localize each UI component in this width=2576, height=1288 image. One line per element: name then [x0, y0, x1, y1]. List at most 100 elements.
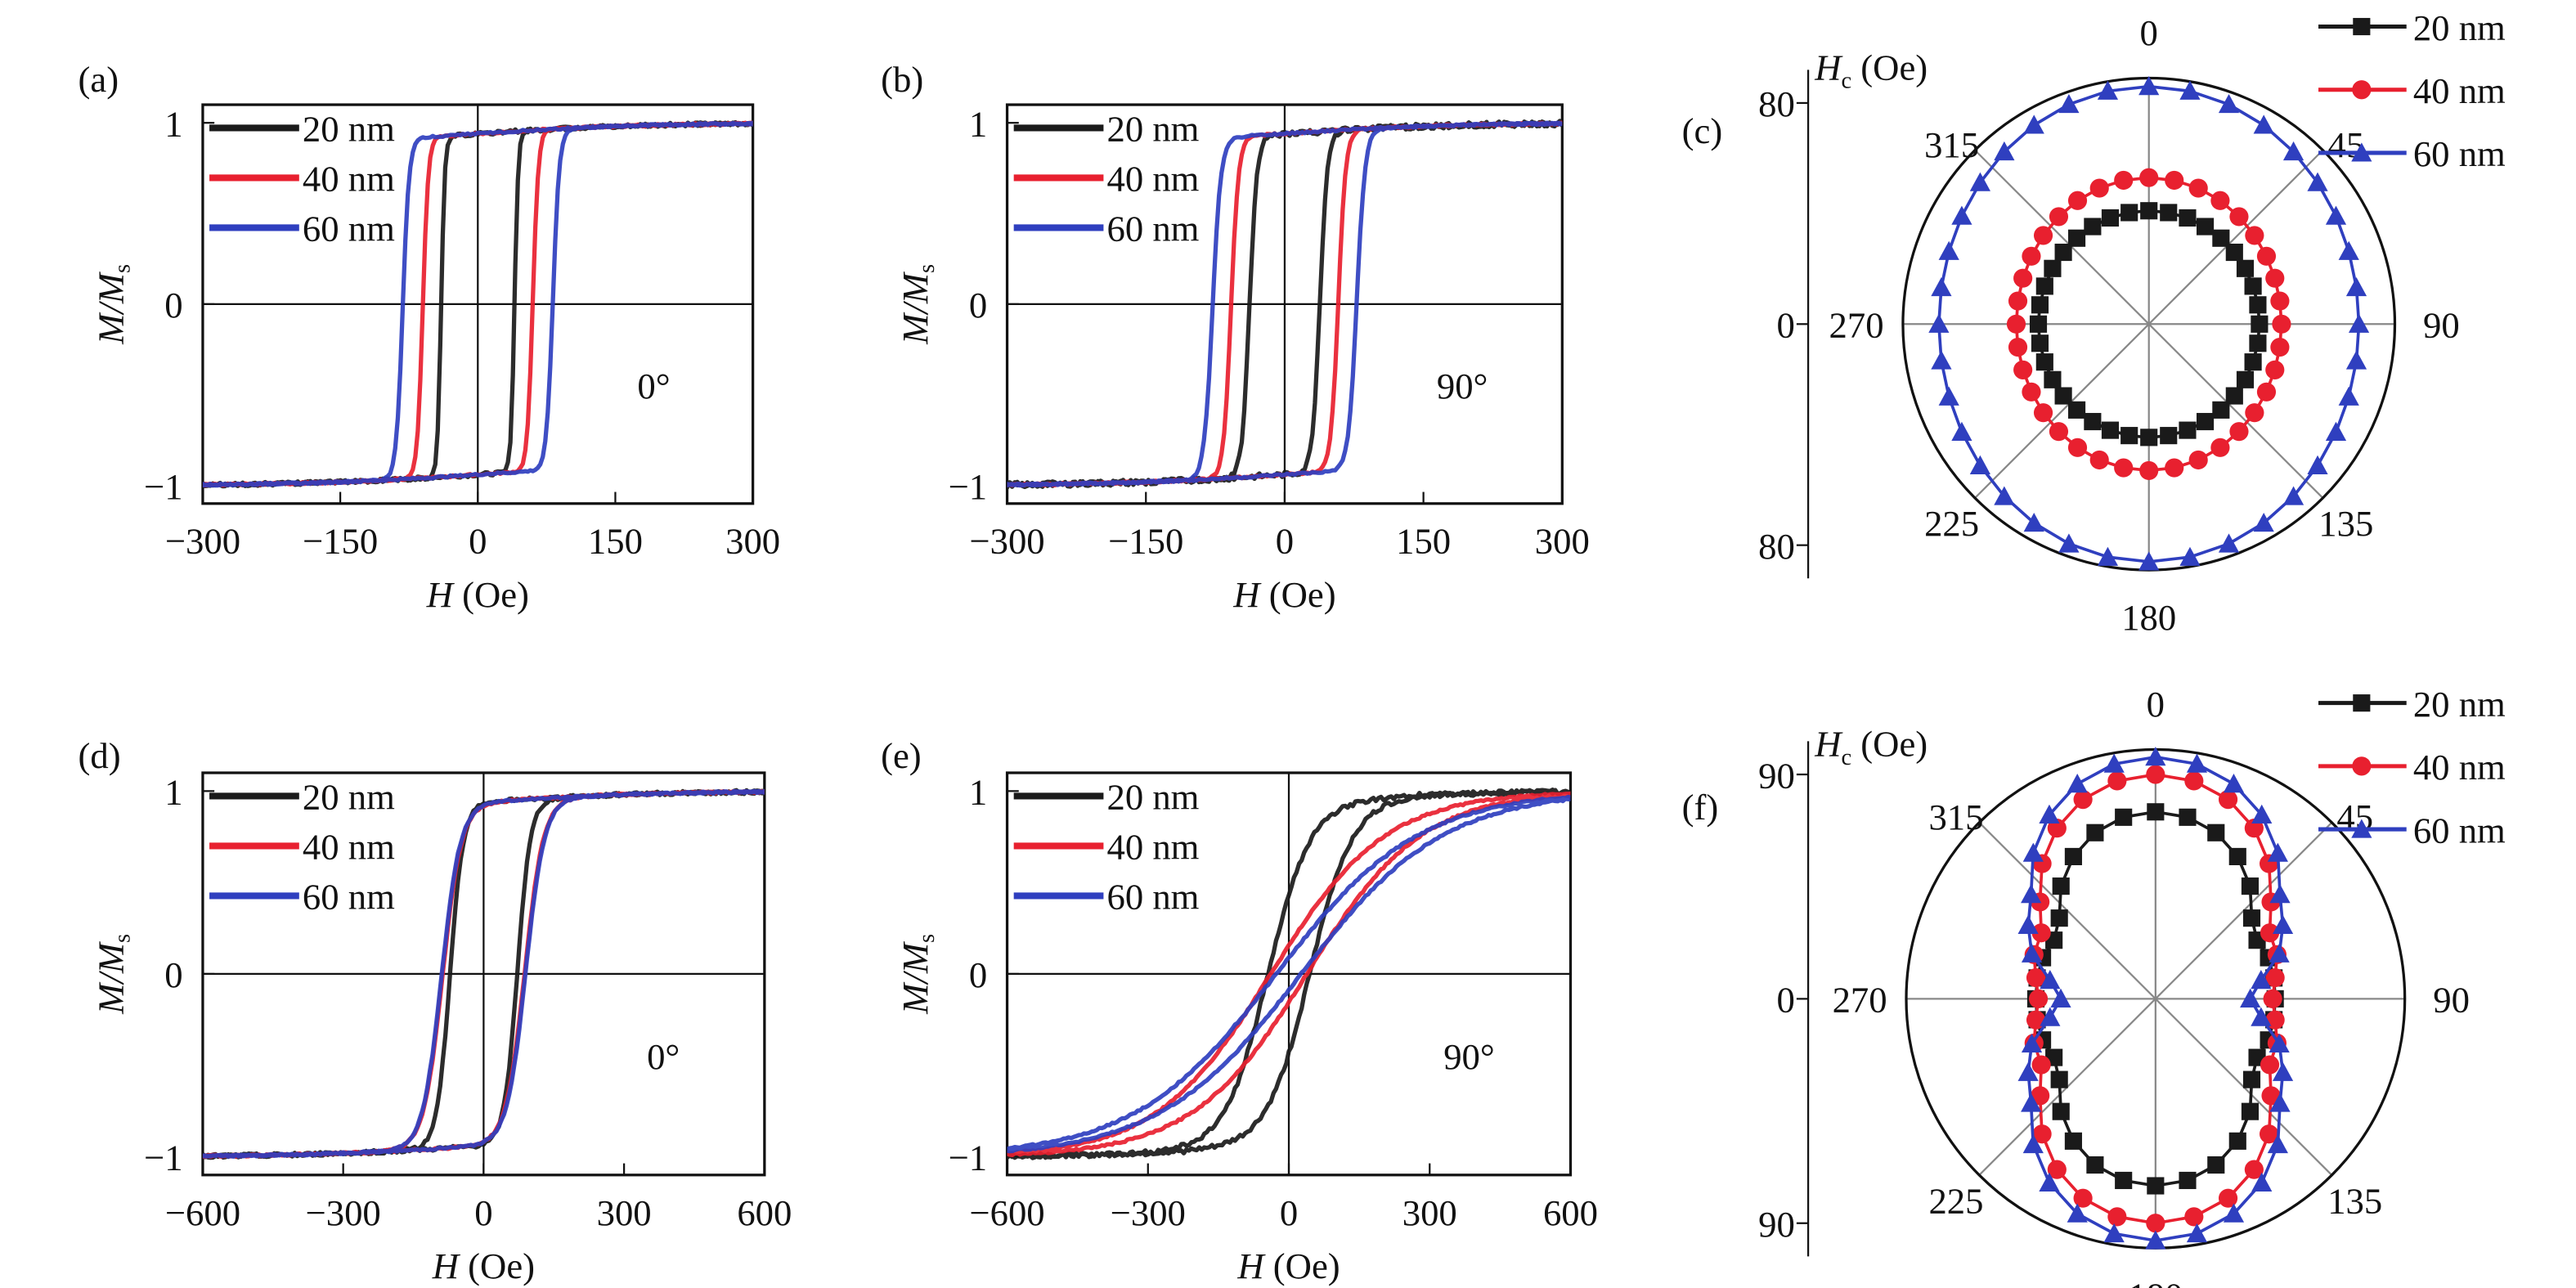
legend-label: 20 nm [1106, 109, 1199, 150]
marker-triangle [2218, 533, 2240, 553]
marker-triangle [2040, 970, 2061, 990]
polar-series-20nm [2029, 202, 2269, 447]
angle-annotation: 0° [647, 1036, 680, 1077]
radial-tick-label: 0 [1776, 980, 1794, 1021]
marker-triangle [2097, 80, 2119, 100]
marker-square [2052, 877, 2070, 895]
x-axis-label: H (Oe) [1236, 1245, 1340, 1286]
x-tick-label: 300 [597, 1192, 652, 1233]
marker-square [2035, 353, 2053, 371]
marker-square [2120, 427, 2138, 445]
legend-label: 60 nm [303, 877, 395, 918]
angle-label: 270 [1833, 980, 1887, 1021]
marker-square [2101, 209, 2120, 227]
marker-circle [2033, 403, 2053, 423]
angle-label: 180 [2128, 1275, 2183, 1288]
marker-triangle [2325, 421, 2347, 441]
marker-square [2251, 315, 2269, 333]
marker-square [2044, 370, 2062, 388]
marker-triangle [2325, 205, 2347, 225]
marker-triangle [2269, 943, 2290, 963]
marker-circle [2352, 80, 2372, 100]
angle-label: 90 [2433, 980, 2470, 1021]
marker-triangle [2186, 1223, 2208, 1243]
marker-circle [2067, 438, 2088, 457]
panel-a: (a) −300 −150 0 150 300 1 0 −1 H (Oe) M/Ms 0° 20 nm 4… [79, 59, 781, 615]
y-tick-label: 0 [164, 954, 182, 995]
marker-circle [2026, 968, 2046, 988]
y-axis-label: M/Ms [895, 934, 940, 1015]
marker-square [2052, 1102, 2070, 1120]
marker-triangle [2039, 1172, 2060, 1192]
marker-square [2236, 259, 2255, 277]
y-tick-label: −1 [949, 1138, 988, 1178]
marker-triangle [2103, 753, 2125, 773]
x-tick-label: 300 [1402, 1192, 1457, 1233]
marker-circle [2033, 226, 2053, 245]
y-tick-label: −1 [144, 466, 183, 507]
x-tick-label: 600 [1543, 1192, 1598, 1233]
x-axis-label: H (Oe) [1232, 574, 1335, 615]
legend-label: 60 nm [1106, 209, 1199, 249]
radial-tick-label: 90 [1758, 1204, 1795, 1245]
panel-label: (b) [881, 59, 923, 100]
loop-60nm [1007, 120, 1563, 488]
marker-square [2228, 1132, 2246, 1150]
marker-triangle [2017, 914, 2039, 935]
legend-label: 40 nm [1106, 159, 1199, 200]
marker-square [2207, 824, 2225, 841]
marker-triangle [2351, 142, 2372, 162]
marker-triangle [2223, 774, 2245, 793]
polar-series-40nm [2006, 168, 2291, 480]
x-tick-label: 0 [1276, 521, 1294, 562]
marker-circle [2265, 968, 2285, 988]
marker-triangle [1969, 455, 1991, 474]
y-tick-label: 1 [164, 103, 182, 144]
x-tick-label: 150 [588, 521, 643, 562]
marker-circle [2261, 1086, 2281, 1106]
marker-square [2031, 296, 2049, 314]
marker-triangle [2058, 533, 2080, 553]
x-tick-label: −150 [303, 521, 378, 562]
x-tick-label: −300 [969, 521, 1044, 562]
angle-annotation: 0° [637, 366, 670, 406]
marker-triangle [2251, 804, 2273, 824]
marker-triangle [2251, 1172, 2273, 1192]
marker-triangle [2267, 1133, 2288, 1154]
marker-circle [2107, 1207, 2127, 1227]
x-tick-label: −300 [1111, 1192, 1186, 1233]
marker-triangle [2022, 842, 2044, 862]
marker-triangle [2338, 240, 2359, 260]
y-tick-label: 0 [969, 954, 987, 995]
legend-label: 40 nm [2413, 70, 2506, 111]
angle-label: 315 [1928, 797, 1983, 837]
x-axis-label: H (Oe) [432, 1245, 535, 1286]
marker-triangle [2039, 804, 2060, 824]
marker-circle [2022, 382, 2041, 402]
legend-label: 20 nm [303, 777, 395, 818]
marker-triangle [2348, 313, 2370, 333]
marker-square [2212, 401, 2230, 419]
marker-square [2179, 808, 2197, 826]
marker-triangle [2067, 1203, 2088, 1223]
marker-circle [2008, 337, 2028, 357]
marker-square [2067, 229, 2086, 247]
marker-triangle [1931, 350, 1952, 370]
legend-label: 60 nm [2413, 133, 2506, 174]
panel-label: (f) [1682, 787, 1719, 828]
y-tick-label: 1 [164, 772, 182, 813]
marker-circle [2022, 246, 2041, 266]
marker-square [2054, 387, 2072, 405]
angle-label: 0 [2147, 684, 2165, 725]
x-tick-label: −150 [1108, 521, 1183, 562]
marker-circle [2270, 291, 2290, 311]
marker-square [2179, 209, 2197, 227]
marker-square [2196, 218, 2215, 236]
marker-circle [2146, 1214, 2165, 1233]
marker-triangle [2269, 1033, 2290, 1053]
marker-triangle [2138, 551, 2160, 571]
marker-square [2225, 387, 2243, 405]
marker-triangle [2240, 988, 2261, 1008]
marker-circle [2049, 422, 2069, 442]
